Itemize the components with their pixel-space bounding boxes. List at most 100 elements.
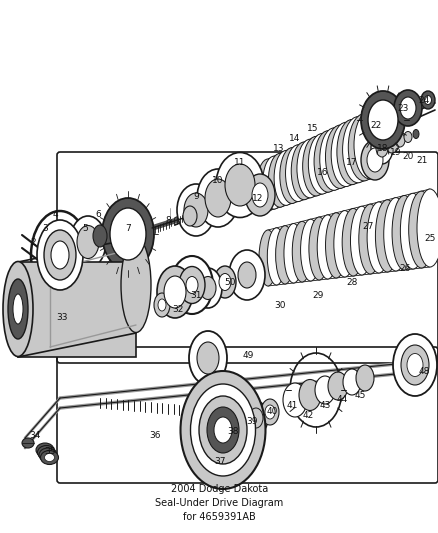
Text: 45: 45 (353, 391, 365, 400)
Ellipse shape (42, 448, 51, 456)
Ellipse shape (313, 131, 341, 192)
Ellipse shape (307, 134, 335, 194)
Ellipse shape (197, 342, 219, 374)
Ellipse shape (177, 184, 215, 236)
Ellipse shape (197, 169, 238, 227)
Text: 22: 22 (370, 120, 381, 130)
Ellipse shape (248, 408, 262, 428)
Ellipse shape (370, 132, 392, 164)
Text: 32: 32 (172, 305, 183, 314)
Ellipse shape (336, 119, 366, 184)
Text: 6: 6 (95, 209, 101, 219)
Text: 17: 17 (346, 157, 357, 166)
Text: 14: 14 (289, 133, 300, 142)
Ellipse shape (302, 136, 328, 196)
Ellipse shape (265, 405, 274, 419)
Text: 2004 Dodge Dakota
Seal-Under Drive Diagram
for 4659391AB: 2004 Dodge Dakota Seal-Under Drive Diagr… (155, 484, 283, 522)
Ellipse shape (416, 189, 438, 267)
Ellipse shape (283, 383, 306, 417)
Text: 35: 35 (44, 448, 56, 456)
Ellipse shape (358, 204, 381, 274)
Ellipse shape (261, 399, 279, 425)
Ellipse shape (164, 276, 186, 308)
Text: 21: 21 (415, 156, 427, 165)
Ellipse shape (93, 225, 107, 247)
Text: 2: 2 (30, 238, 36, 246)
Text: 37: 37 (214, 457, 225, 466)
Ellipse shape (300, 219, 320, 281)
Ellipse shape (40, 446, 50, 454)
Ellipse shape (327, 372, 347, 400)
Ellipse shape (412, 130, 418, 139)
Ellipse shape (158, 299, 166, 311)
Ellipse shape (22, 438, 34, 448)
Ellipse shape (121, 238, 151, 333)
Ellipse shape (341, 208, 364, 276)
Ellipse shape (36, 443, 54, 457)
Ellipse shape (44, 454, 54, 462)
Text: 25: 25 (424, 233, 434, 243)
Ellipse shape (77, 225, 99, 259)
Ellipse shape (229, 250, 265, 300)
Bar (18, 262, 136, 357)
Text: 12: 12 (252, 193, 263, 203)
Text: 19: 19 (389, 148, 401, 157)
Text: 48: 48 (417, 367, 429, 376)
Ellipse shape (213, 417, 231, 443)
Ellipse shape (37, 220, 83, 290)
Ellipse shape (399, 193, 424, 269)
Ellipse shape (183, 206, 197, 226)
Ellipse shape (267, 228, 285, 285)
Ellipse shape (342, 369, 360, 395)
Ellipse shape (424, 95, 431, 104)
Ellipse shape (194, 268, 222, 308)
Ellipse shape (258, 230, 276, 286)
Text: 11: 11 (234, 157, 245, 166)
Ellipse shape (279, 148, 304, 204)
Ellipse shape (353, 111, 385, 179)
Ellipse shape (43, 451, 53, 459)
Text: 28: 28 (346, 278, 357, 287)
Text: 42: 42 (302, 410, 313, 419)
Ellipse shape (342, 117, 373, 183)
Ellipse shape (251, 183, 267, 207)
Ellipse shape (51, 241, 69, 269)
Ellipse shape (237, 262, 255, 288)
Ellipse shape (314, 376, 334, 404)
Ellipse shape (275, 225, 294, 284)
Ellipse shape (408, 191, 433, 268)
Ellipse shape (290, 142, 316, 200)
Ellipse shape (154, 293, 170, 317)
Text: 49: 49 (242, 351, 253, 359)
Ellipse shape (360, 91, 404, 149)
Text: 27: 27 (361, 222, 373, 230)
Text: 13: 13 (272, 143, 284, 152)
Ellipse shape (296, 139, 322, 198)
Text: 24: 24 (417, 95, 429, 104)
Text: 43: 43 (318, 400, 330, 409)
Text: 16: 16 (317, 167, 328, 176)
Ellipse shape (200, 277, 215, 300)
Ellipse shape (3, 262, 33, 357)
Ellipse shape (283, 223, 303, 283)
Ellipse shape (355, 365, 373, 391)
Ellipse shape (394, 133, 404, 147)
Ellipse shape (350, 206, 372, 275)
Ellipse shape (198, 396, 247, 464)
Ellipse shape (273, 150, 297, 205)
Ellipse shape (347, 114, 379, 181)
Text: 15: 15 (307, 124, 318, 133)
Ellipse shape (8, 279, 28, 339)
Ellipse shape (205, 179, 230, 217)
Text: 3: 3 (42, 223, 48, 232)
Ellipse shape (400, 345, 428, 385)
Ellipse shape (190, 384, 255, 476)
Text: 9: 9 (193, 191, 198, 200)
Ellipse shape (384, 133, 398, 153)
Ellipse shape (366, 148, 382, 172)
Text: 34: 34 (29, 431, 41, 440)
Ellipse shape (319, 128, 347, 190)
Ellipse shape (70, 216, 106, 268)
Text: 44: 44 (336, 395, 347, 405)
Ellipse shape (333, 211, 355, 277)
